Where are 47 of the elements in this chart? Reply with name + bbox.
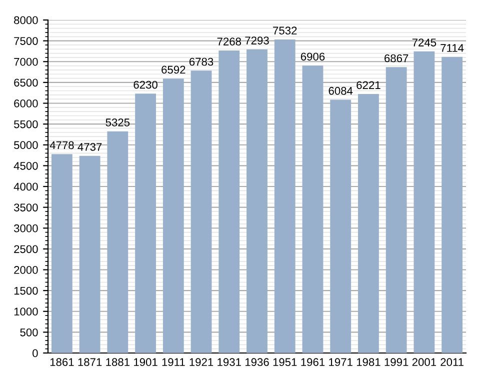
y-tick-label: 8000	[14, 16, 38, 24]
x-tick-label: 1991	[384, 358, 408, 366]
y-tick-label: 500	[20, 328, 38, 336]
x-tick-label: 1921	[190, 358, 214, 366]
y-tick-label: 5000	[14, 141, 38, 150]
y-tick-label: 7000	[14, 58, 38, 66]
x-tick-label: 1936	[245, 358, 269, 366]
data-label: 7268	[217, 38, 242, 46]
data-label: 7293	[245, 36, 269, 44]
y-tick-label: 6500	[14, 78, 38, 87]
data-label: 7114	[440, 44, 464, 52]
y-tick-label: 6000	[14, 100, 38, 108]
data-label: 5325	[106, 118, 130, 126]
x-tick-label: 1901	[134, 358, 158, 366]
y-tick-label: 5500	[14, 120, 38, 128]
y-tick-label: 7500	[14, 37, 38, 45]
data-label: 7245	[412, 38, 436, 46]
y-tick-label: 0	[32, 349, 38, 358]
y-tick-label: 2500	[14, 245, 38, 254]
y-tick-label: 2000	[14, 266, 38, 274]
data-label: 6221	[356, 81, 380, 90]
x-tick-label: 1861	[50, 358, 74, 366]
x-tick-label: 1981	[356, 358, 380, 366]
data-label: 6592	[162, 66, 186, 74]
data-label: 4737	[78, 142, 102, 151]
x-tick-label: 1931	[218, 358, 241, 366]
y-tick-label: 3000	[14, 224, 38, 232]
y-tick-label: 4000	[14, 182, 38, 191]
x-tick-label: 1871	[78, 358, 102, 366]
x-tick-label: 1971	[329, 358, 352, 366]
data-label: 6783	[189, 58, 214, 66]
y-tick-label: 3500	[14, 204, 38, 212]
x-tick-label: 1881	[106, 358, 130, 366]
x-tick-label: 1961	[301, 358, 325, 366]
data-label: 4778	[50, 141, 74, 150]
y-tick-label: 1000	[14, 308, 38, 316]
data-label: 6906	[300, 52, 325, 61]
x-tick-label: 2001	[412, 358, 436, 366]
y-tick-label: 4500	[14, 162, 38, 170]
data-label: 7532	[273, 26, 297, 35]
x-tick-label: 1911	[162, 358, 185, 366]
x-tick-label: 2011	[440, 358, 464, 366]
y-tick-label: 1500	[14, 286, 38, 295]
x-tick-label: 1951	[273, 358, 297, 366]
data-label: 6867	[384, 54, 408, 62]
data-label: 6084	[328, 86, 353, 95]
data-label: 6230	[134, 80, 158, 89]
